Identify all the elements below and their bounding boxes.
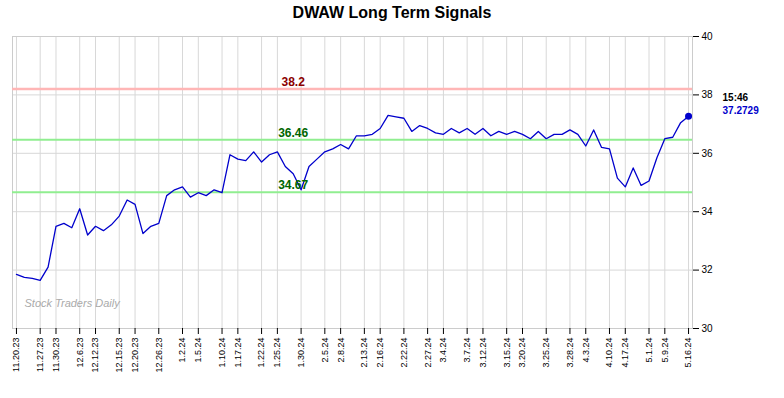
svg-text:2.16.24: 2.16.24 xyxy=(375,338,385,368)
svg-text:37.2729: 37.2729 xyxy=(723,105,760,116)
svg-text:11.30.23: 11.30.23 xyxy=(51,338,61,372)
svg-text:36: 36 xyxy=(702,148,714,159)
svg-text:1.17.24: 1.17.24 xyxy=(233,338,243,368)
svg-text:34.67: 34.67 xyxy=(278,178,308,192)
svg-text:34: 34 xyxy=(702,206,714,217)
svg-text:1.10.24: 1.10.24 xyxy=(217,338,227,368)
svg-text:4.10.24: 4.10.24 xyxy=(604,338,614,368)
svg-text:Stock Traders Daily: Stock Traders Daily xyxy=(25,297,122,309)
svg-text:12.26.23: 12.26.23 xyxy=(154,338,164,373)
svg-text:2.8.24: 2.8.24 xyxy=(336,338,346,363)
svg-text:1.2.24: 1.2.24 xyxy=(177,338,187,363)
svg-text:12.20.23: 12.20.23 xyxy=(130,338,140,373)
svg-text:3.4.24: 3.4.24 xyxy=(438,338,448,363)
svg-text:5.16.24: 5.16.24 xyxy=(683,338,693,368)
svg-text:2.13.24: 2.13.24 xyxy=(359,338,369,368)
svg-text:4.17.24: 4.17.24 xyxy=(620,338,630,368)
svg-text:1.25.24: 1.25.24 xyxy=(272,338,282,368)
svg-text:40: 40 xyxy=(702,31,714,42)
svg-text:30: 30 xyxy=(702,323,714,334)
svg-text:1.30.24: 1.30.24 xyxy=(296,338,306,368)
svg-text:1.22.24: 1.22.24 xyxy=(256,338,266,368)
svg-text:15:46: 15:46 xyxy=(723,92,749,103)
svg-text:38: 38 xyxy=(702,89,714,100)
svg-text:2.27.24: 2.27.24 xyxy=(422,338,432,368)
svg-text:12.12.23: 12.12.23 xyxy=(90,338,100,373)
svg-text:3.20.24: 3.20.24 xyxy=(517,338,527,368)
svg-text:32: 32 xyxy=(702,264,714,275)
svg-text:11.27.23: 11.27.23 xyxy=(35,338,45,372)
svg-text:3.28.24: 3.28.24 xyxy=(565,338,575,368)
html-text:DWAW Long Term Signals: DWAW Long Term Signals xyxy=(292,4,492,21)
svg-text:5.1.24: 5.1.24 xyxy=(644,338,654,363)
svg-text:4.3.24: 4.3.24 xyxy=(581,338,591,363)
svg-text:3.7.24: 3.7.24 xyxy=(462,338,472,363)
svg-text:1.5.24: 1.5.24 xyxy=(193,338,203,363)
svg-text:2.5.24: 2.5.24 xyxy=(320,338,330,363)
svg-text:38.2: 38.2 xyxy=(282,75,306,89)
svg-text:3.15.24: 3.15.24 xyxy=(502,338,512,368)
svg-text:2.22.24: 2.22.24 xyxy=(399,338,409,368)
svg-text:36.46: 36.46 xyxy=(278,126,308,140)
svg-text:3.25.24: 3.25.24 xyxy=(541,338,551,368)
svg-text:12.6.23: 12.6.23 xyxy=(75,338,85,368)
svg-text:3.12.24: 3.12.24 xyxy=(478,338,488,368)
svg-text:5.9.24: 5.9.24 xyxy=(660,338,670,363)
svg-text:12.15.23: 12.15.23 xyxy=(114,338,124,373)
svg-text:11.20.23: 11.20.23 xyxy=(11,338,21,372)
